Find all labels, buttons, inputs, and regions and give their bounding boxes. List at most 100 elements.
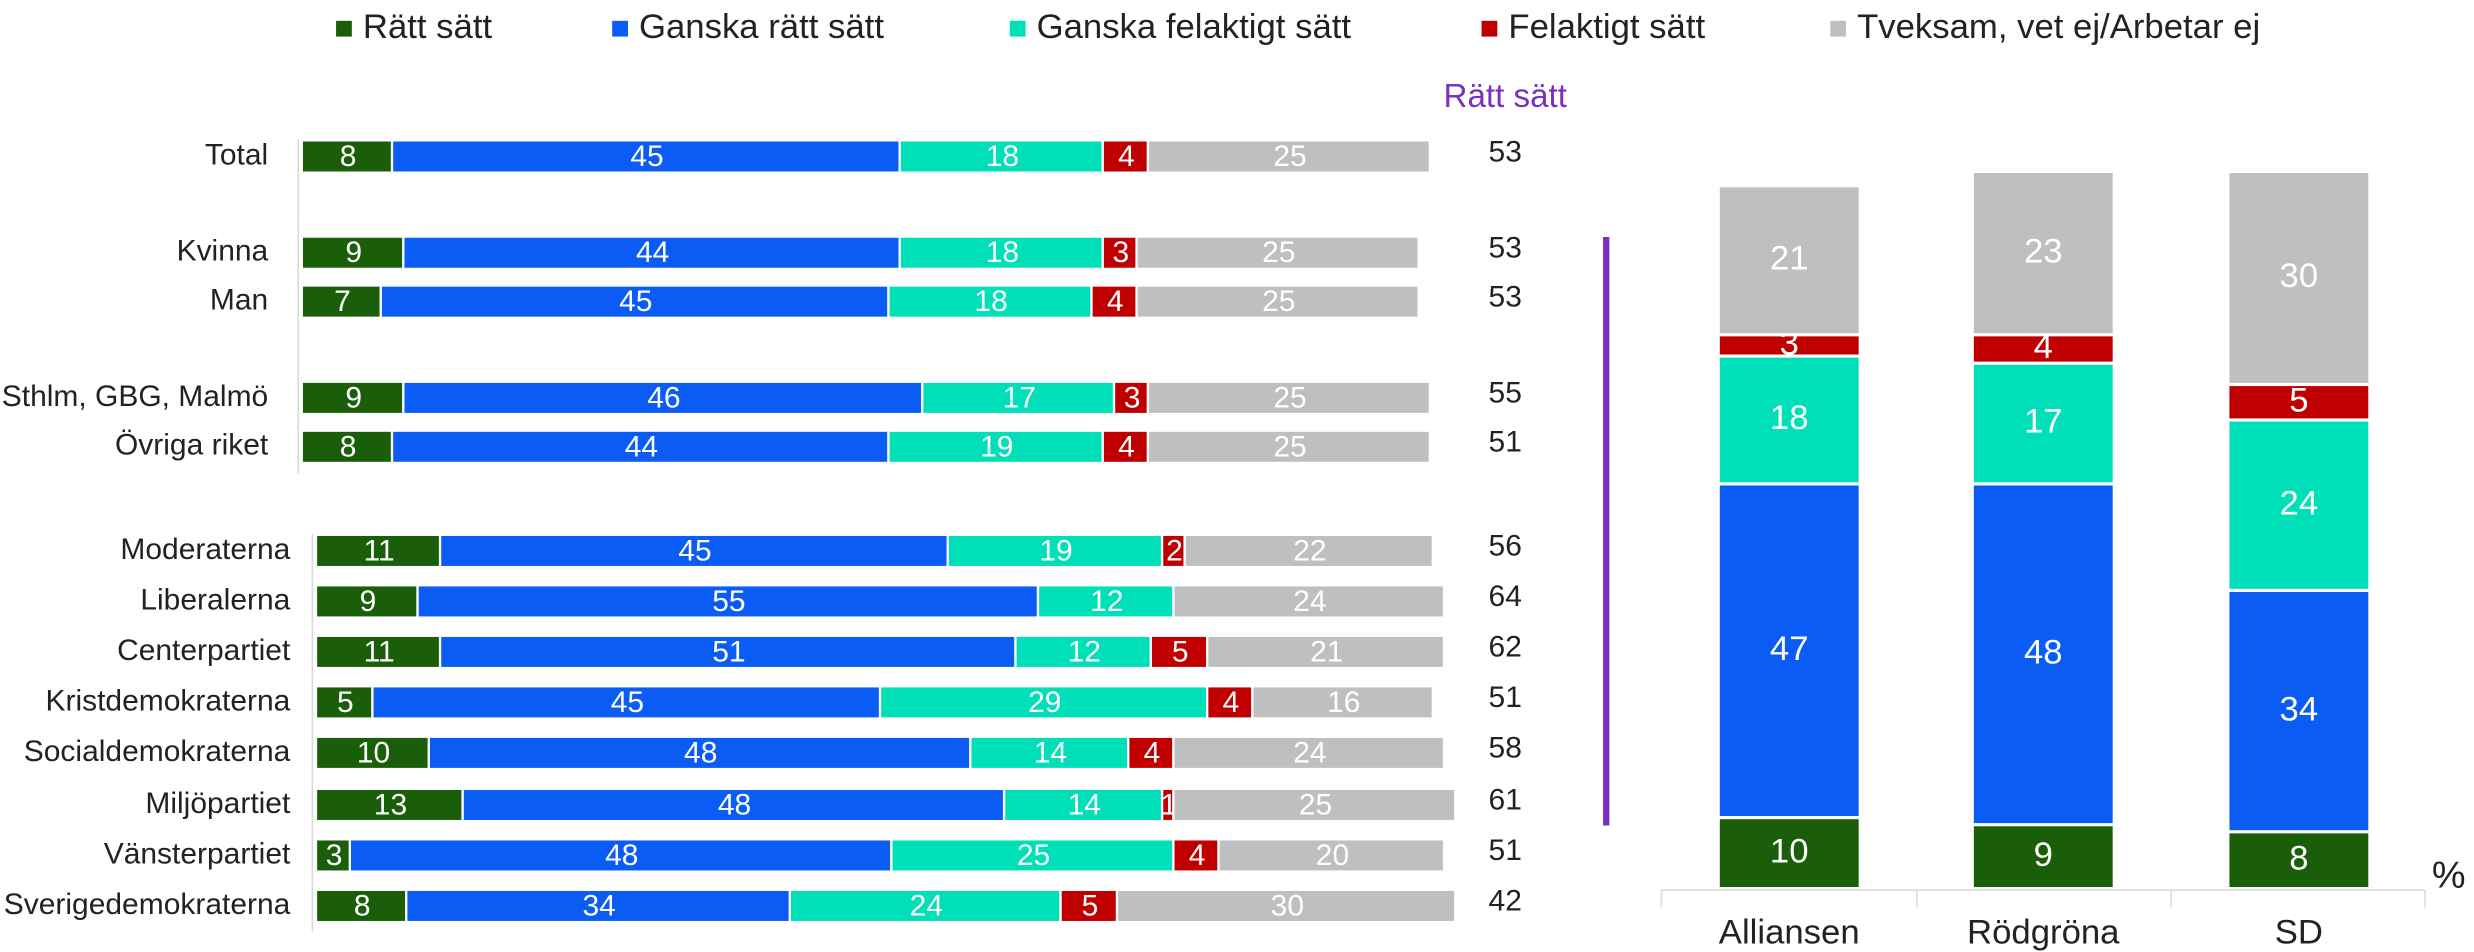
bar-segment: [1253, 687, 1432, 718]
bar-segment: [1174, 840, 1218, 871]
value-label: 12: [1068, 635, 1101, 668]
total-label: 58: [1489, 732, 1522, 765]
category-label: Sverigedemokraterna: [4, 888, 291, 921]
value-label: 44: [625, 430, 658, 463]
bar-segment: [1973, 173, 2113, 334]
bar-segment: [404, 382, 922, 413]
legend-swatch: [612, 20, 628, 37]
value-label: 3: [1112, 236, 1129, 269]
legend-label: Tveksam, vet ej/Arbetar ej: [1857, 8, 2260, 46]
value-label: 7: [334, 285, 351, 318]
bar-segment: [373, 687, 879, 718]
bar-segment: [1719, 819, 1859, 888]
bar-segment: [381, 286, 888, 317]
value-label: 21: [1770, 239, 1809, 277]
bar-segment: [1103, 237, 1136, 268]
bar-segment: [1973, 336, 2113, 362]
value-label: 5: [2289, 381, 2308, 419]
value-label: 11: [364, 635, 395, 668]
value-label: 9: [2034, 836, 2053, 874]
bar-segment: [1061, 890, 1116, 921]
bar-segment: [317, 840, 349, 871]
value-label: 34: [583, 889, 616, 922]
category-label: Sthlm, GBG, Malmö: [2, 380, 268, 413]
value-label: 25: [1017, 839, 1050, 872]
bar-segment: [393, 431, 888, 462]
bar-segment: [1039, 586, 1173, 617]
value-label: 48: [718, 788, 751, 821]
value-label: 13: [374, 788, 407, 821]
value-label: 29: [1028, 686, 1061, 719]
bar-segment: [1163, 789, 1173, 820]
total-label: 62: [1489, 631, 1522, 664]
legend-swatch: [1481, 20, 1498, 37]
bar-segment: [317, 535, 439, 566]
bar-segment: [317, 636, 439, 667]
value-label: 9: [345, 381, 362, 414]
value-label: 34: [2280, 690, 2319, 728]
bar-segment: [889, 431, 1102, 462]
value-label: 47: [1770, 630, 1809, 668]
unit-label: %: [2432, 855, 2466, 897]
bar-segment: [1137, 286, 1418, 317]
bar-segment: [1149, 431, 1429, 462]
value-label: 45: [619, 285, 652, 318]
value-label: 24: [2280, 484, 2319, 522]
bar-segment: [1719, 357, 1859, 483]
value-label: 23: [2024, 232, 2063, 270]
value-label: 12: [1090, 585, 1123, 618]
total-label: 56: [1489, 530, 1522, 563]
legend-label: Ganska felaktigt sätt: [1037, 8, 1352, 46]
bar-segment: [302, 382, 403, 413]
value-label: 51: [712, 635, 745, 668]
bar-segment: [302, 286, 380, 317]
bar-segment: [923, 382, 1113, 413]
value-label: 45: [611, 686, 644, 719]
value-label: 25: [1273, 381, 1306, 414]
bar-segment: [393, 141, 899, 172]
total-label: 51: [1489, 426, 1522, 459]
value-label: 18: [986, 140, 1019, 173]
bar-segment: [1163, 535, 1184, 566]
value-label: 4: [1118, 430, 1135, 463]
value-label: 24: [910, 889, 943, 922]
value-label: 5: [1082, 889, 1099, 922]
value-label: 3: [1124, 381, 1141, 414]
bar-segment: [1103, 431, 1147, 462]
value-label: 17: [2024, 403, 2063, 441]
value-label: 25: [1273, 430, 1306, 463]
value-label: 14: [1068, 788, 1101, 821]
value-label: 4: [1223, 686, 1240, 719]
bar-segment: [302, 431, 391, 462]
bar-segment: [971, 737, 1128, 768]
bar-segment: [2229, 591, 2369, 831]
total-label: 51: [1489, 681, 1522, 714]
bar-segment: [1115, 382, 1147, 413]
value-label: 30: [2280, 257, 2319, 295]
bar-segment: [2229, 421, 2369, 589]
value-label: 4: [1107, 285, 1124, 318]
value-label: 20: [1316, 839, 1349, 872]
legend-swatch: [336, 20, 352, 37]
bar-segment: [407, 890, 789, 921]
bar-segment: [1016, 636, 1150, 667]
bar-segment: [317, 737, 428, 768]
bar-segment: [1219, 840, 1443, 871]
bar-segment: [317, 586, 417, 617]
value-label: 25: [1262, 285, 1295, 318]
bar-segment: [892, 840, 1173, 871]
value-label: 4: [1144, 736, 1161, 769]
value-label: 48: [684, 736, 717, 769]
legend-swatch: [1830, 20, 1847, 37]
bar-segment: [881, 687, 1206, 718]
total-label: 55: [1489, 377, 1522, 410]
value-label: 4: [1118, 140, 1135, 173]
category-label: Total: [205, 138, 268, 171]
bar-segment: [317, 687, 372, 718]
bar-segment: [317, 890, 406, 921]
value-label: 10: [357, 736, 390, 769]
bar-segment: [350, 840, 891, 871]
value-label: 46: [647, 381, 680, 414]
value-label: 18: [986, 236, 1019, 269]
bar-segment: [1973, 485, 2113, 824]
